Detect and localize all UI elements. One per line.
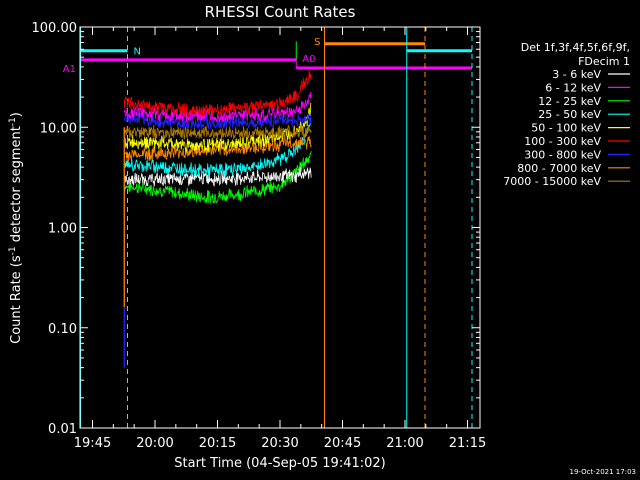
legend: Det 1f,3f,4f,5f,6f,9f, FDecim 1 3 - 6 ke… <box>503 41 630 188</box>
series-line <box>123 136 312 162</box>
y-axis-label: Count Rate (s-1 detector segment-1) <box>8 112 24 344</box>
legend-entry-label: 6 - 12 keV <box>545 81 601 94</box>
series-line <box>123 118 312 177</box>
footer-timestamp: 19-Oct-2021 17:03 <box>570 468 636 476</box>
legend-entry-label: 12 - 25 keV <box>538 95 601 108</box>
series-line <box>123 91 312 123</box>
x-tick-label: 19:45 <box>74 436 111 451</box>
series-line <box>123 68 312 118</box>
legend-entry-label: 3 - 6 keV <box>552 68 601 81</box>
x-tick-label: 20:15 <box>199 436 236 451</box>
x-tick-label: 21:00 <box>386 436 423 451</box>
series-line <box>123 124 312 141</box>
legend-header-detectors: Det 1f,3f,4f,5f,6f,9f, <box>521 41 630 54</box>
y-axis-label-mid: detector segment <box>9 126 24 246</box>
legend-entry-label: 800 - 7000 keV <box>517 162 601 175</box>
legend-entry-label: 7000 - 15000 keV <box>503 175 601 188</box>
y-tick-label: 100.00 <box>32 21 78 36</box>
axis-ticks: 0.01 0.10 1.00 10.00 100.00 19:45 20:00 20:15 20… <box>32 21 487 451</box>
interval-label: A1 <box>63 64 76 75</box>
y-tick-label: 0.10 <box>48 322 77 337</box>
x-tick-label: 20:00 <box>136 436 173 451</box>
interval-label: S <box>314 37 320 48</box>
y-tick-label: 0.01 <box>48 422 77 437</box>
interval-label: A0 <box>302 54 315 65</box>
x-tick-label: 20:45 <box>324 436 361 451</box>
x-tick-label: 21:15 <box>449 436 486 451</box>
y-tick-label: 10.00 <box>40 121 77 136</box>
interval-markers: N A1 A0 S <box>63 37 472 75</box>
legend-header-decim: FDecim 1 <box>578 55 630 68</box>
y-tick-label: 1.00 <box>48 222 77 237</box>
y-axis-label-main: Count Rate (s <box>9 255 24 344</box>
series-line <box>123 102 312 153</box>
series-line <box>123 111 312 131</box>
legend-entry-label: 25 - 50 keV <box>538 108 601 121</box>
y-axis-label-end: ) <box>9 112 24 117</box>
series-line <box>123 166 312 187</box>
legend-entry-label: 50 - 100 keV <box>531 122 601 135</box>
y-axis-label-sup1: -1 <box>8 246 18 255</box>
x-axis-label: Start Time (04-Sep-05 19:41:02) <box>174 456 385 471</box>
series-line <box>123 151 312 205</box>
interval-label: N <box>134 47 141 58</box>
y-axis-label-sup2: -1 <box>8 117 18 126</box>
legend-entry-label: 300 - 800 keV <box>524 148 601 161</box>
series-group <box>123 68 312 368</box>
x-tick-label: 20:30 <box>261 436 298 451</box>
chart-title: RHESSI Count Rates <box>205 3 356 21</box>
legend-entry-label: 100 - 300 keV <box>524 135 601 148</box>
